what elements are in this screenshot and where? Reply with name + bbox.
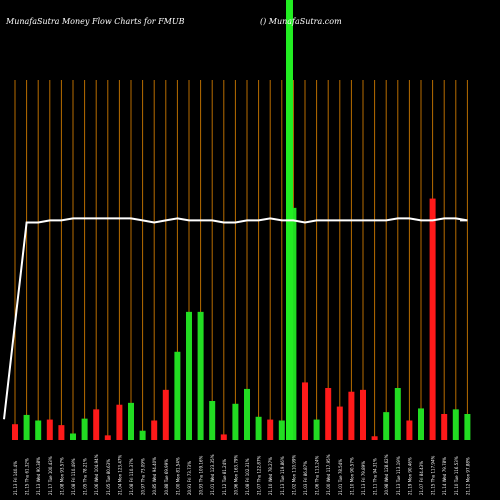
bar: [232, 403, 239, 440]
x-tick-label: 21.06 Thu 113.24%: [315, 455, 320, 495]
x-tick-label: 21.13 Tue 119.86%: [280, 456, 285, 495]
x-tick-label: 21.17 Tue 100.43%: [48, 456, 53, 495]
x-tick-label: 21.01 Wed 123.35%: [210, 454, 215, 495]
x-tick-label: 21.08 Mon 93.57%: [59, 457, 64, 495]
x-tick-label: 21.02 Mon 110.99%: [291, 455, 296, 495]
x-tick-label: 21.07 Fri 84.43%: [419, 461, 424, 495]
bar: [383, 412, 390, 440]
bar: [46, 419, 53, 440]
x-tick-label: 21.12 Mon 97.88%: [465, 457, 470, 495]
x-tick-label: 20.91 Fri 73.73%: [187, 461, 192, 495]
chart-title: MunafaSutra Money Flow Charts for FMUB: [5, 17, 185, 26]
bar: [93, 409, 100, 440]
bar: [209, 401, 216, 440]
bar: [267, 419, 274, 440]
x-tick-label: 20.96 Mon 163.79%: [233, 455, 238, 495]
x-tick-label: 21.11 Thu 94.31%: [373, 458, 378, 495]
bar: [70, 433, 76, 440]
x-tick-label: 21.12 Tue 81.24%: [222, 459, 227, 495]
watermark-text: () MunafaSutra.com: [260, 17, 342, 26]
x-tick-label: 21.07 Thu 122.87%: [257, 455, 262, 495]
bar: [162, 389, 169, 440]
bar: [116, 404, 123, 440]
bar: [452, 409, 459, 440]
x-tick-label: 21.06 Wed 104.94%: [94, 454, 99, 495]
x-tick-label: 21.05 Tue 80.63%: [106, 459, 111, 495]
x-tick-label: 21.05 Thu 78.21%: [83, 458, 88, 495]
bar: [220, 434, 227, 440]
x-tick-label: 20.88 Tue 69.99%: [164, 459, 169, 495]
bar: [313, 419, 320, 440]
bar: [371, 436, 378, 440]
bar: [12, 424, 18, 440]
grid-lines: [14, 80, 468, 440]
x-tick-label: 21.08 Fri 102.31%: [245, 458, 250, 495]
bar: [81, 418, 88, 440]
bar: [104, 435, 111, 440]
bar: [336, 406, 343, 440]
x-tick-label: 21.10 Tue 116.53%: [454, 456, 459, 495]
x-tick-label: 20.97 Thu 73.09%: [141, 458, 146, 495]
x-tick-label: 21.10 Mon 90.57%: [349, 457, 354, 495]
bar: [197, 311, 204, 440]
bar: [441, 414, 448, 440]
x-tick-label: 20.98 Wed 128.62%: [384, 454, 389, 495]
x-tick-label: 21.15 Thu 117.94%: [431, 455, 436, 495]
x-tick-label: 21.00 Wed 117.95%: [326, 454, 331, 495]
bar: [429, 198, 436, 440]
x-tick-labels: 21.13 Fri 140.4% 21.15 Thu 61.32% 21.13 We…: [13, 454, 470, 495]
price-line: [3, 217, 468, 420]
x-tick-label: 21.13 Tue 113.19%: [396, 456, 401, 495]
x-tick-label: 21.03 Fri 86.87%: [303, 461, 308, 495]
bar: [418, 408, 424, 440]
x-tick-label: 21.08 Fri 110.37%: [129, 458, 134, 495]
bar: [244, 388, 250, 440]
x-tick-label: 21.00 Mon 81.54%: [175, 457, 180, 495]
x-tick-label: 21.13 Fri 79.89%: [361, 461, 366, 495]
bar: [278, 420, 285, 440]
bar: [128, 402, 134, 440]
x-tick-label: 21.19 Mon 90.46%: [407, 457, 412, 495]
bar: [58, 425, 65, 440]
x-tick-label: 21.04 Mon 123.47%: [117, 455, 122, 495]
bar: [360, 389, 366, 440]
bar: [174, 351, 181, 440]
bar: [255, 416, 262, 440]
x-tick-label: 21.10 Wed 78.27%: [268, 457, 273, 495]
bar: [464, 414, 471, 440]
bar: [302, 382, 308, 440]
bar: [23, 414, 30, 440]
x-tick-label: 21.13 Wed 90.38%: [36, 457, 41, 495]
bar: [406, 420, 413, 440]
x-tick-label: 21.08 Fri 110.49%: [71, 458, 76, 495]
bar: [290, 207, 297, 440]
bar: [35, 420, 42, 440]
x-tick-label: 21.01 Tue 78.54%: [338, 459, 343, 495]
bar: [325, 388, 332, 440]
x-tick-label: 20.85 Wed 94.40%: [152, 457, 157, 495]
bar: [186, 311, 192, 440]
bar: [348, 391, 355, 440]
x-tick-label: 21.14 Wed 79.78%: [442, 457, 447, 495]
bar: [139, 430, 146, 440]
bar: [151, 420, 158, 440]
x-tick-label: 20.93 Thu 109.16%: [199, 455, 204, 495]
x-tick-label: 21.15 Thu 61.32%: [25, 458, 30, 495]
bar: [394, 388, 401, 440]
x-tick-label: 21.13 Fri 140.4%: [13, 461, 18, 495]
